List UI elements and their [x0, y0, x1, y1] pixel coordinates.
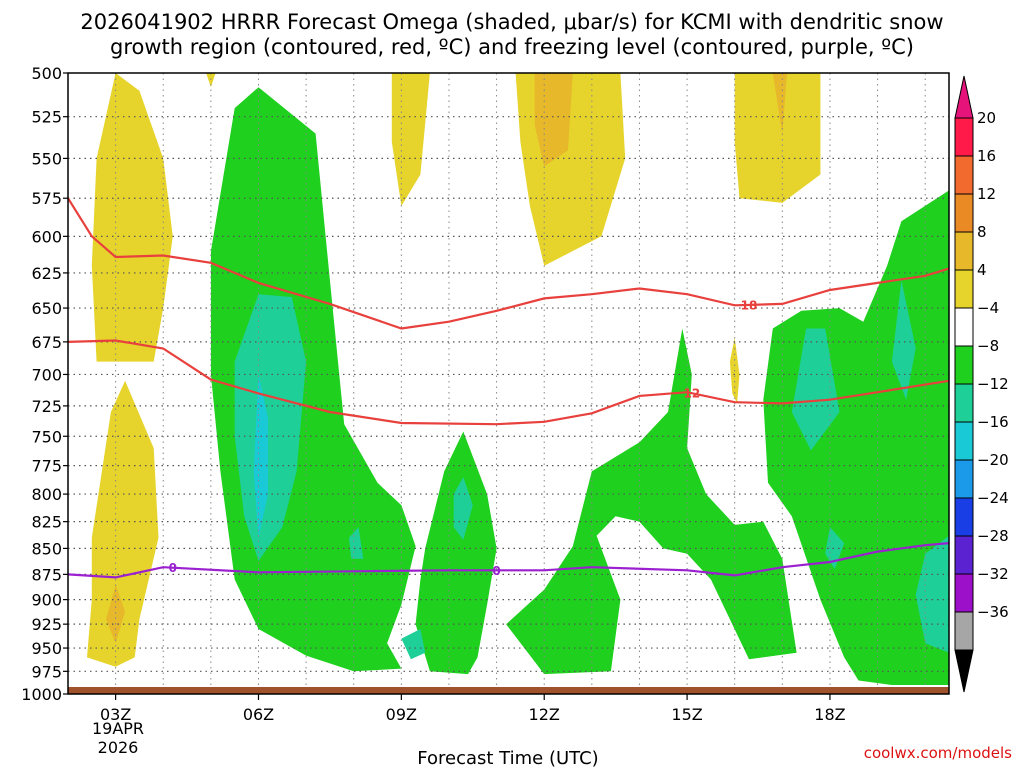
omega-lift-08-12-6 [401, 629, 426, 660]
omega-lift-04-08-2 [506, 328, 797, 675]
x-tick-label-15Z: 15Z [671, 705, 702, 724]
temperature-contours: 0 0 12 18 [67, 197, 950, 579]
colorbar-label-10: −24 [977, 489, 1009, 507]
x-tick-label-03Z: 03Z [100, 705, 131, 724]
y-tick-label-575: 575 [31, 189, 62, 208]
colorbar-label-4: 4 [977, 261, 987, 279]
y-tick-label-950: 950 [31, 639, 62, 658]
colorbar-swatch-9 [954, 459, 974, 499]
colorbar-swatch-0 [954, 117, 974, 157]
colorbar-swatch-8 [954, 421, 974, 461]
omega-lift-08-12-11 [349, 527, 364, 559]
omega-sink-4-8-15 [206, 73, 216, 88]
omega-lift-04-08-1 [415, 431, 497, 675]
ground-surface [68, 687, 949, 694]
omega-sink-8-12-21 [106, 584, 126, 644]
colorbar-swatch-10 [954, 497, 974, 537]
colorbar-swatch-12 [954, 573, 974, 613]
omega-lift-08-12-5 [453, 477, 473, 540]
y-tick-label-775: 775 [31, 457, 62, 476]
colorbar-label-13: −36 [977, 603, 1009, 621]
colorbar-label-11: −28 [977, 527, 1009, 545]
colorbar-swatch-2 [954, 193, 974, 233]
x-tick-label-12Z: 12Z [529, 705, 560, 724]
colorbar-swatch-3 [954, 231, 974, 271]
colorbar-label-2: 12 [977, 185, 996, 203]
y-tick-label-500: 500 [31, 64, 62, 83]
omega-sink-4-8-18 [734, 73, 821, 203]
colorbar-swatch-5 [954, 307, 974, 347]
y-tick-label-650: 650 [31, 299, 62, 318]
contour-label-0-1: 0 [492, 564, 500, 578]
omega-lift-08-12-8 [891, 280, 916, 400]
contour-label-2-0: 18 [741, 298, 758, 312]
chart-title-line1: 2026041902 HRRR Forecast Omega (shaded, … [80, 10, 943, 34]
y-tick-label-1000: 1000 [21, 685, 62, 704]
contour-label-0-0: 0 [169, 561, 177, 575]
pressure-axis: 500 525 550 575 600 625 650 675 700 725 750 775 800 8… [21, 64, 68, 704]
colorbar-label-6: −8 [977, 337, 999, 355]
plot-frame [67, 72, 950, 695]
grid-lines [68, 73, 949, 694]
omega-sink-8-12-22 [772, 73, 788, 134]
colorbar-swatch-1 [954, 155, 974, 195]
credit-text: coolwx.com/models [864, 744, 1012, 762]
chart-title-line2: growth region (contoured, red, ºC) and f… [110, 35, 914, 59]
omega-sink-4-8-13 [91, 73, 173, 362]
colorbar-swatch-13 [954, 611, 974, 651]
colorbar-swatch-4 [954, 269, 974, 309]
y-tick-label-600: 600 [31, 227, 62, 246]
omega-lift-08-12-7 [791, 328, 840, 451]
omega-lift-12-16-12 [253, 374, 268, 538]
y-tick-label-675: 675 [31, 333, 62, 352]
y-tick-label-750: 750 [31, 427, 62, 446]
colorbar-swatch-7 [954, 383, 974, 423]
y-tick-label-700: 700 [31, 365, 62, 384]
time-axis: 03Z 06Z 09Z 12Z 15Z 18Z [100, 694, 846, 724]
y-tick-label-725: 725 [31, 397, 62, 416]
colorbar-label-9: −20 [977, 451, 1009, 469]
omega-lift-08-12-10 [915, 535, 949, 653]
x-tick-label-06Z: 06Z [243, 705, 274, 724]
x-date-year: 2026 [98, 738, 139, 757]
y-tick-label-550: 550 [31, 149, 62, 168]
y-tick-label-625: 625 [31, 264, 62, 283]
x-tick-label-18Z: 18Z [814, 705, 845, 724]
colorbar-label-3: 8 [977, 223, 987, 241]
contour-line-2 [67, 197, 950, 330]
colorbar-swatch-11 [954, 535, 974, 575]
y-tick-label-850: 850 [31, 539, 62, 558]
y-tick-label-825: 825 [31, 513, 62, 532]
colorbar-swatch-6 [954, 345, 974, 385]
y-tick-label-800: 800 [31, 485, 62, 504]
omega-shading [87, 73, 949, 685]
colorbar-label-0: 20 [977, 109, 996, 127]
y-tick-label-875: 875 [31, 565, 62, 584]
contour-line-1 [67, 339, 950, 426]
omega-colorbar: 20 16 12 8 4 −4 −8 −12 −16 −20 −24 −28 −32 −36 [954, 75, 1009, 693]
omega-sink-4-8-14 [87, 380, 159, 667]
colorbar-label-5: −4 [977, 299, 999, 317]
omega-lift-08-12-9 [825, 527, 845, 570]
x-date-day: 19APR [92, 719, 144, 738]
x-axis-label: Forecast Time (UTC) [417, 748, 598, 768]
contour-label-1-0: 12 [683, 387, 700, 401]
y-tick-label-900: 900 [31, 591, 62, 610]
colorbar-label-7: −12 [977, 375, 1009, 393]
x-tick-label-09Z: 09Z [386, 705, 417, 724]
colorbar-label-8: −16 [977, 413, 1009, 431]
y-tick-label-525: 525 [31, 108, 62, 127]
colorbar-label-1: 16 [977, 147, 996, 165]
colorbar-label-12: −32 [977, 565, 1009, 583]
contour-line-0 [67, 542, 950, 579]
y-tick-label-975: 975 [31, 662, 62, 681]
y-tick-label-925: 925 [31, 615, 62, 634]
